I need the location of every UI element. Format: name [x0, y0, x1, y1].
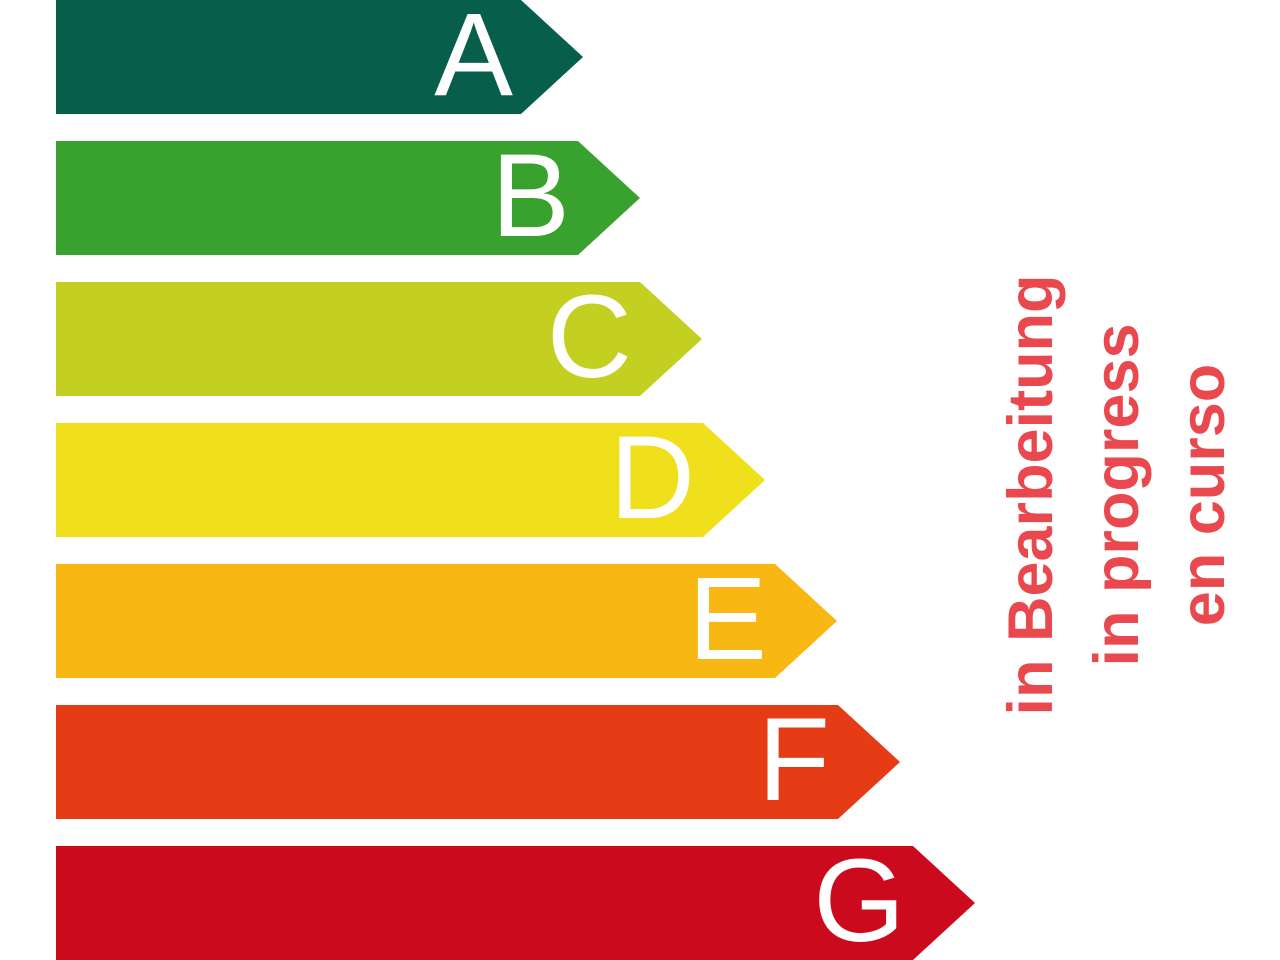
rating-arrow-e: E — [56, 564, 837, 678]
status-line-es: en curso — [1168, 363, 1238, 627]
rating-arrow-g: G — [56, 846, 975, 960]
status-line-en: in progress — [1082, 323, 1152, 667]
rating-arrow-c: C — [56, 282, 702, 396]
rating-arrow-d: D — [56, 423, 765, 537]
status-text-rotated: in Bearbeitung in progress en curso — [988, 235, 1246, 755]
rating-letter-f: F — [757, 694, 830, 826]
status-line-de: in Bearbeitung — [996, 274, 1066, 716]
rating-arrow-f: F — [56, 705, 900, 819]
rating-letter-g: G — [813, 835, 905, 960]
rating-letter-c: C — [546, 271, 632, 403]
rating-letter-a: A — [434, 0, 513, 121]
rating-arrow-a: A — [56, 0, 583, 114]
rating-arrow-b: B — [56, 141, 640, 255]
rating-letter-e: E — [688, 553, 767, 685]
rating-letter-d: D — [609, 412, 695, 544]
rating-letter-b: B — [491, 130, 570, 262]
